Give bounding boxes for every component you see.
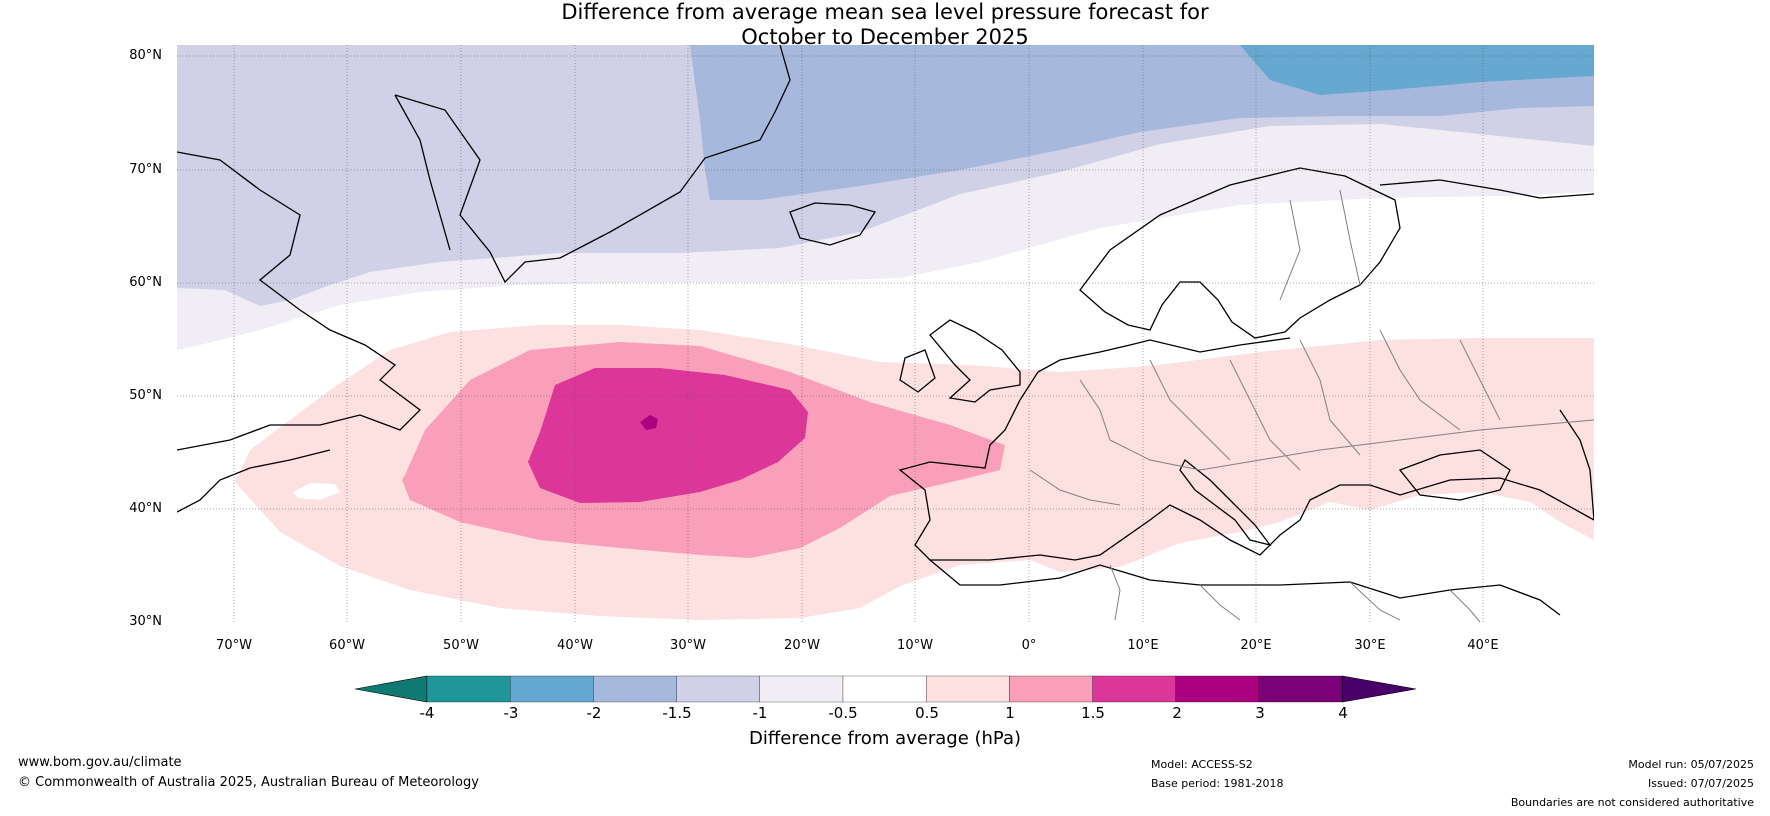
colorbar-tick-label: 1.5 xyxy=(1081,704,1105,722)
lon-label-10w: 10°W xyxy=(897,638,933,653)
lat-label-50n: 50°N xyxy=(129,388,162,403)
colorbar-tick-label: 0.5 xyxy=(915,704,939,722)
colorbar xyxy=(354,675,1417,703)
colorbar-tick-label: 2 xyxy=(1172,704,1182,722)
colorbar-swatch xyxy=(510,675,594,703)
colorbar-swatch xyxy=(926,675,1010,703)
colorbar-swatch xyxy=(842,675,927,703)
colorbar-title: Difference from average (hPa) xyxy=(748,728,1022,749)
lon-label-50w: 50°W xyxy=(443,638,479,653)
colorbar-swatch xyxy=(676,675,760,703)
colorbar-swatch xyxy=(759,675,844,703)
title-line-1: Difference from average mean sea level p… xyxy=(561,0,1209,24)
anomaly-band-pos-2-to-3 xyxy=(640,415,658,430)
colorbar-swatch xyxy=(1009,675,1093,703)
lat-label-60n: 60°N xyxy=(129,275,162,290)
issued-date: Issued: 07/07/2025 xyxy=(1647,777,1754,790)
map-title: Difference from average mean sea level p… xyxy=(0,0,1770,50)
colorbar-tick-label: -0.5 xyxy=(828,704,858,722)
colorbar-swatch xyxy=(593,675,677,703)
anomaly-low-pocket xyxy=(293,483,340,500)
coastlines xyxy=(177,45,1594,616)
colorbar-tick-label: -2 xyxy=(586,704,602,722)
lat-label-70n: 70°N xyxy=(129,162,162,177)
base-period: Base period: 1981-2018 xyxy=(1151,777,1284,790)
colorbar-extend-high xyxy=(1341,675,1417,703)
lat-label-30n: 30°N xyxy=(129,614,162,629)
colorbar-swatch xyxy=(1175,675,1260,703)
graticule xyxy=(177,45,1594,622)
colorbar-swatch xyxy=(1258,675,1343,703)
colorbar-swatch xyxy=(426,675,511,703)
copyright-text: © Commonwealth of Australia 2025, Austra… xyxy=(18,775,479,790)
colorbar-tick-label: 1 xyxy=(1005,704,1015,722)
anomaly-band-neg-2-to-3 xyxy=(1240,45,1594,95)
lon-label-60w: 60°W xyxy=(329,638,365,653)
lon-label-10e: 10°E xyxy=(1127,638,1159,653)
colorbar-tick-label: 4 xyxy=(1338,704,1348,722)
colorbar-tick-label: -4 xyxy=(419,704,435,722)
model-run-date: Model run: 05/07/2025 xyxy=(1628,758,1754,771)
lon-label-70w: 70°W xyxy=(216,638,252,653)
colorbar-tick-label: -1.5 xyxy=(662,704,692,722)
model-name: Model: ACCESS-S2 xyxy=(1151,758,1253,771)
lon-label-40w: 40°W xyxy=(557,638,593,653)
lon-label-30w: 30°W xyxy=(670,638,706,653)
lon-label-20w: 20°W xyxy=(784,638,820,653)
colorbar-tick-label: -3 xyxy=(503,704,519,722)
anomaly-band-pos-1-5-to-2 xyxy=(528,368,808,503)
colorbar-swatch xyxy=(1092,675,1176,703)
colorbar-tick-label: -1 xyxy=(752,704,768,722)
boundaries-disclaimer: Boundaries are not considered authoritat… xyxy=(1510,796,1754,809)
lon-label-40e: 40°E xyxy=(1467,638,1499,653)
colorbar-extend-low xyxy=(354,675,428,703)
website-link[interactable]: www.bom.gov.au/climate xyxy=(18,755,182,770)
lon-label-20e: 20°E xyxy=(1240,638,1272,653)
lat-label-80n: 80°N xyxy=(129,48,162,63)
lon-label-30e: 30°E xyxy=(1354,638,1386,653)
colorbar-tick-label: 3 xyxy=(1255,704,1265,722)
country-borders xyxy=(1029,189,1594,622)
lon-label-0: 0° xyxy=(1021,638,1037,653)
lat-label-40n: 40°N xyxy=(129,501,162,516)
